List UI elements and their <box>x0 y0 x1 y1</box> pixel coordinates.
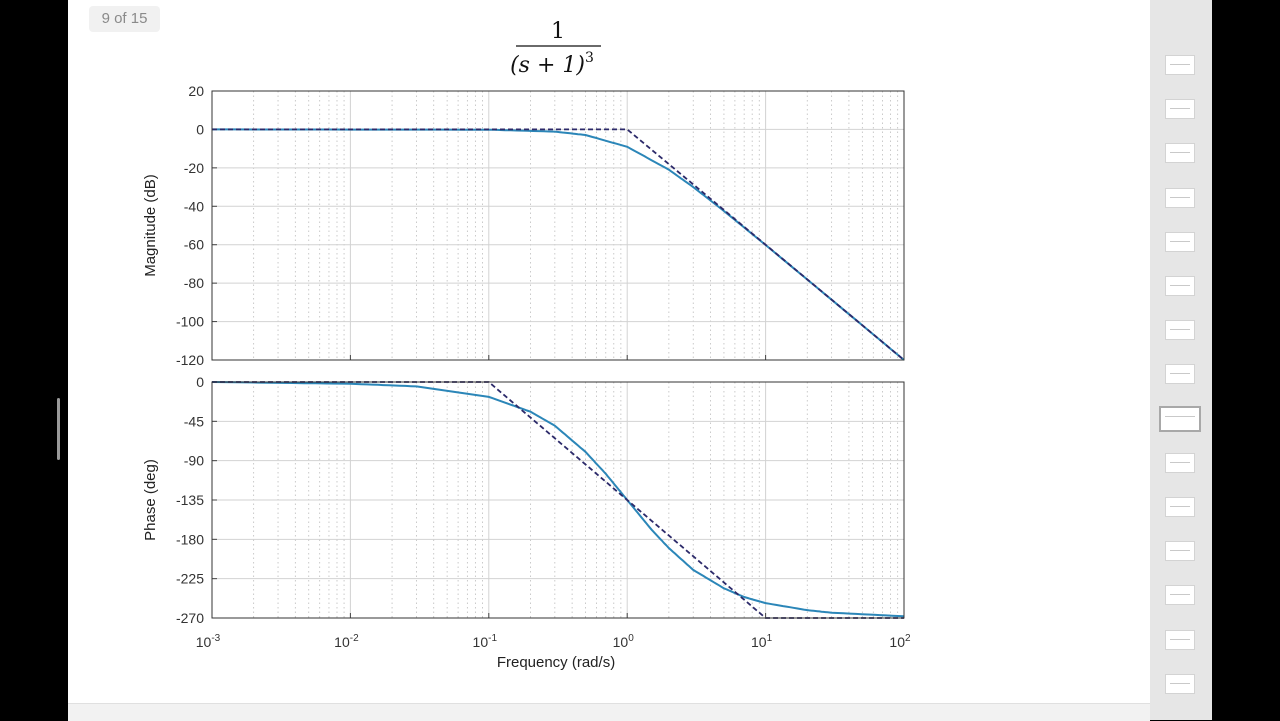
thumbnail-page-4[interactable] <box>1165 187 1195 208</box>
thumbnail-page-9[interactable] <box>1159 405 1201 432</box>
thumbnail-page-8[interactable] <box>1165 364 1195 385</box>
page-indicator: 9 of 15 <box>89 6 160 32</box>
xtick-label: 10-2 <box>334 633 359 650</box>
right-margin <box>1212 0 1280 720</box>
thumbnail-page-5[interactable] <box>1165 231 1195 252</box>
x-axis: 10-3 10-2 10-1 100 101 102 Frequency (rad/s) <box>196 633 911 671</box>
phase-panel: 0 -45 -90 -135 -180 -225 -270 Phase (deg) <box>142 374 905 626</box>
phase-axes-frame <box>211 381 905 619</box>
phase-ytick-label: -225 <box>176 571 204 587</box>
xtick-label: 101 <box>751 633 773 650</box>
thumbnail-page-2[interactable] <box>1165 99 1195 120</box>
thumbnail-page-6[interactable] <box>1165 276 1195 296</box>
xtick-label: 100 <box>613 633 635 650</box>
phase-exact-response-line <box>211 381 905 618</box>
thumbnail-page-15[interactable] <box>1165 673 1195 694</box>
thumbnail-page-14[interactable] <box>1165 629 1195 650</box>
phase-ytick-label: -45 <box>184 413 204 429</box>
magnitude-ytick-label: -20 <box>184 160 204 176</box>
phase-ytick-label: -135 <box>176 492 204 508</box>
magnitude-ytick-label: -120 <box>176 352 204 368</box>
chart-title: 1 (s + 1)3 <box>510 19 601 78</box>
magnitude-asymptote-line <box>212 128 905 361</box>
phase-ytick-label: -270 <box>176 610 204 626</box>
x-axis-label: Frequency (rad/s) <box>497 654 615 671</box>
xtick-label: 102 <box>889 633 911 650</box>
thumbnail-panel[interactable] <box>1150 0 1212 720</box>
thumbnail-page-13[interactable] <box>1165 585 1195 606</box>
thumbnail-page-3[interactable] <box>1165 143 1195 164</box>
magnitude-ytick-label: -80 <box>184 275 204 291</box>
magnitude-axes-frame <box>211 90 905 361</box>
magnitude-ytick-label: -60 <box>184 237 204 253</box>
phase-ytick-label: -180 <box>176 531 204 547</box>
magnitude-plot-area <box>212 91 904 360</box>
thumbnail-scrollbar[interactable] <box>57 398 60 460</box>
page-bottom-edge <box>68 703 1150 721</box>
title-denominator: (s + 1)3 <box>510 50 594 78</box>
phase-ytick-label: -90 <box>184 453 204 469</box>
magnitude-panel: 20 0 -20 -40 -60 -80 -100 -120 Magnitude (dB) <box>142 83 905 368</box>
title-numerator: 1 <box>551 19 565 44</box>
magnitude-ytick-label: 0 <box>196 121 204 137</box>
phase-ylabel: Phase (deg) <box>142 459 159 541</box>
phase-ytick-label: 0 <box>196 374 204 390</box>
magnitude-ytick-label: -100 <box>176 314 204 330</box>
thumbnail-page-7[interactable] <box>1165 320 1195 341</box>
thumbnail-page-10[interactable] <box>1165 452 1195 473</box>
thumbnail-page-1[interactable] <box>1165 55 1195 75</box>
magnitude-ytick-label: -40 <box>184 198 204 214</box>
magnitude-ytick-label: 20 <box>188 83 204 99</box>
thumbnail-page-11[interactable] <box>1165 497 1195 517</box>
title-denominator-base: (s + 1) <box>510 53 585 78</box>
bode-plot: 1 (s + 1)3 20 0 -20 -40 -60 -80 -100 -120 Magnit… <box>142 19 911 671</box>
xtick-label: 10-1 <box>473 633 498 650</box>
title-denominator-exponent: 3 <box>585 50 594 66</box>
thumbnail-page-12[interactable] <box>1165 541 1195 562</box>
magnitude-ylabel: Magnitude (dB) <box>142 174 159 277</box>
xtick-label: 10-3 <box>196 633 221 650</box>
